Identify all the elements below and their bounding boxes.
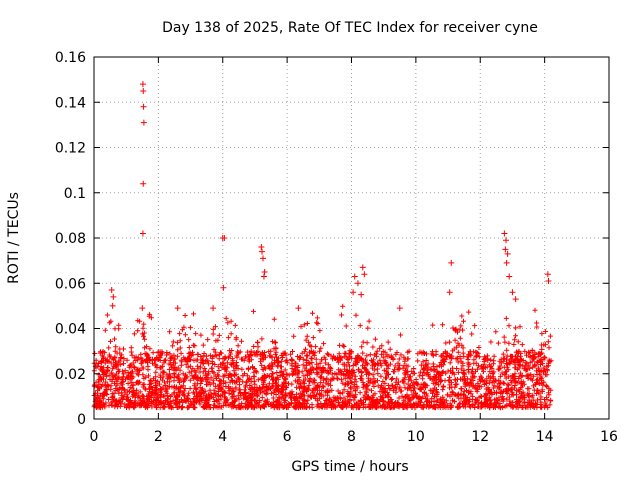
data-point [140, 87, 147, 94]
y-tick-label: 0.04 [55, 322, 86, 338]
data-point [140, 119, 147, 126]
y-tick-label: 0 [77, 412, 86, 428]
data-point [512, 296, 519, 303]
x-tick-label: 0 [90, 429, 99, 445]
data-point [258, 244, 265, 251]
data-point [220, 284, 227, 291]
data-point [109, 302, 116, 309]
data-point [140, 103, 147, 110]
data-point [503, 259, 510, 266]
data-point [359, 264, 366, 271]
x-tick-label: 16 [600, 429, 618, 445]
data-point [174, 305, 181, 312]
data-point [259, 255, 266, 262]
x-axis-label: GPS time / hours [291, 459, 408, 475]
data-point [295, 305, 302, 312]
data-point [259, 248, 266, 255]
x-tick-label: 2 [154, 429, 163, 445]
data-point [354, 280, 361, 287]
data-point [502, 246, 509, 253]
x-tick-label: 4 [218, 429, 227, 445]
data-point [351, 273, 358, 280]
y-tick-label: 0.16 [55, 50, 86, 66]
scatter-bulk-markers [91, 303, 554, 411]
y-tick-label: 0.06 [55, 276, 86, 292]
data-point [448, 259, 455, 266]
chart-title: Day 138 of 2025, Rate Of TEC Index for r… [162, 20, 538, 36]
data-point [139, 81, 146, 88]
data-point [506, 273, 513, 280]
x-tick-label: 12 [471, 429, 489, 445]
data-point [361, 271, 368, 278]
data-point [108, 287, 115, 294]
y-tick-label: 0.12 [55, 141, 86, 157]
data-point [139, 305, 146, 312]
data-point [350, 289, 357, 296]
y-tick-label: 0.1 [64, 186, 86, 202]
x-tick-label: 10 [407, 429, 425, 445]
data-point [503, 237, 509, 244]
data-point [140, 180, 147, 187]
data-point [261, 268, 268, 275]
data-point [504, 250, 511, 257]
data-point [509, 289, 516, 296]
data-point [260, 273, 267, 280]
y-tick-label: 0.02 [55, 367, 86, 383]
data-point [221, 235, 228, 241]
data-point [139, 230, 146, 237]
data-point [501, 230, 508, 237]
data-point [210, 305, 217, 312]
data-point [544, 271, 551, 278]
y-tick-label: 0.14 [55, 95, 86, 111]
x-tick-label: 8 [347, 429, 356, 445]
data-point [396, 305, 403, 312]
y-axis-label: ROTI / TECUs [6, 192, 22, 284]
data-points [108, 81, 552, 312]
dense-scatter-cloud [91, 303, 554, 411]
y-tick-label: 0.08 [55, 231, 86, 247]
data-point [110, 293, 117, 300]
x-tick-label: 14 [536, 429, 554, 445]
axis-ticks: 0 2 4 6 8 10 12 14 16 0 0.02 0.04 0.06 0.08 0.1 0.12 0.1… [55, 50, 618, 445]
x-tick-label: 6 [283, 429, 292, 445]
data-point [446, 289, 453, 296]
data-point [358, 291, 365, 298]
data-point [545, 277, 552, 284]
